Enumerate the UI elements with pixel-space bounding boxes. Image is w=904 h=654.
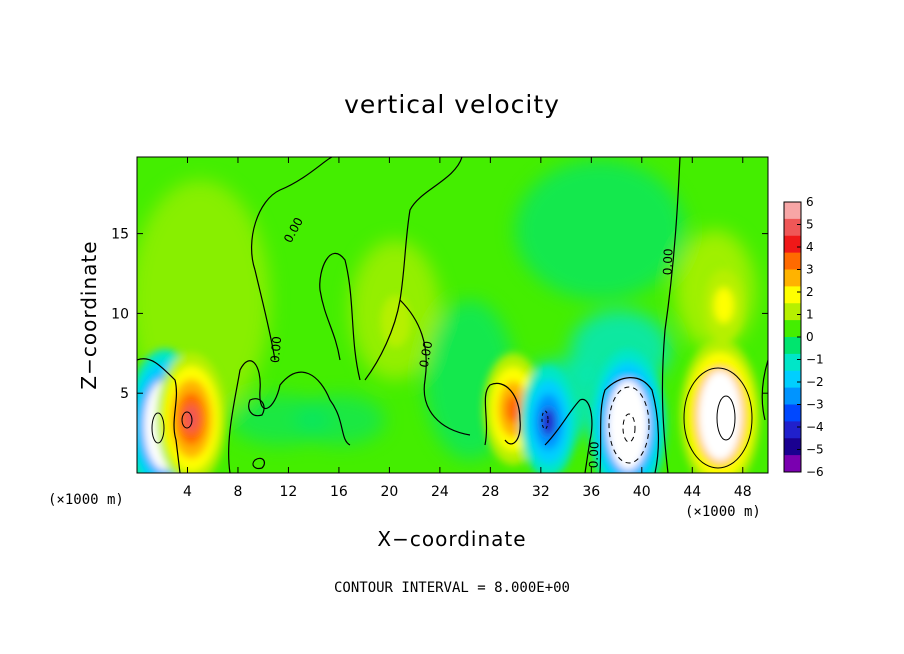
colorbar-swatch — [784, 404, 801, 422]
colorbar-tick-label: −4 — [806, 420, 824, 434]
updraft-cell — [703, 269, 744, 342]
contour-interval-note: CONTOUR INTERVAL = 8.000E+00 — [334, 580, 570, 596]
x-tick-label: 20 — [380, 484, 398, 500]
colorbar-swatch — [784, 353, 801, 372]
x-tick-label: 32 — [532, 484, 550, 500]
contour-line — [544, 398, 593, 473]
x-tick-label: 16 — [330, 484, 348, 500]
updraft-core — [698, 369, 743, 462]
colorbar-swatch — [784, 455, 801, 473]
x-unit-label-left: (×1000 m) — [48, 492, 124, 508]
interior-contours — [151, 367, 753, 469]
contour-line — [716, 395, 736, 441]
velocity-field: 0.000.00 0.000.000.00 — [137, 157, 768, 473]
colorbar-tick-label: 4 — [806, 240, 814, 254]
contour-line — [248, 398, 265, 417]
colorbar-swatch — [784, 320, 801, 338]
contour-label: 0.00 — [587, 441, 602, 468]
x-tick-label: 48 — [734, 484, 752, 500]
updraft-level — [713, 287, 734, 324]
contour-line — [683, 367, 753, 469]
updraft-cell — [680, 339, 761, 473]
contour-line — [364, 157, 463, 381]
colorbar-tick-label: 6 — [806, 195, 814, 209]
colorbar-swatch — [784, 252, 801, 270]
colorbar-swatch — [784, 370, 801, 389]
x-tick-label: 36 — [582, 484, 600, 500]
x-tick-label: 12 — [280, 484, 298, 500]
colorbar-tick-label: −5 — [806, 443, 824, 457]
x-tick-label: 40 — [633, 484, 651, 500]
y-axis-title: Z−coordinate — [77, 240, 101, 389]
contour-label: 0.00 — [417, 340, 435, 369]
colorbar-tick-label: 0 — [806, 330, 814, 344]
updraft-level — [380, 295, 411, 348]
contour-line — [151, 412, 165, 444]
colorbar-tick-label: −6 — [806, 465, 824, 479]
colorbar-swatch — [784, 337, 801, 355]
x-tick-label: 4 — [183, 484, 192, 500]
x-unit-label-right: (×1000 m) — [685, 504, 761, 520]
contour-label: 0.00 — [268, 336, 284, 364]
contour-line — [251, 157, 333, 271]
x-tick-label: 8 — [233, 484, 242, 500]
downdraft-cell — [589, 349, 666, 473]
x-tick-label: 24 — [431, 484, 449, 500]
contour-line — [541, 410, 549, 430]
contour-line — [137, 358, 181, 473]
colorbar-tick-label: 1 — [806, 308, 814, 322]
x-tick-label: 44 — [683, 484, 701, 500]
contour-line — [252, 457, 266, 470]
contour-line — [599, 377, 660, 473]
zero-contours — [137, 157, 768, 473]
colorbar-swatch — [784, 269, 801, 287]
colorbar-tick-label: 5 — [806, 218, 814, 232]
colorbar-swatch — [784, 218, 801, 237]
contour-line — [254, 269, 276, 361]
colorbar-tick-label: −3 — [806, 398, 824, 412]
updraft-cell — [156, 352, 227, 473]
colorbar-tick-label: 3 — [806, 263, 814, 277]
contour-label: 0.00 — [661, 248, 676, 275]
y-tick-label: 15 — [111, 227, 129, 243]
colorbar-swatch — [784, 421, 801, 439]
contour-line — [319, 252, 361, 381]
plot-frame — [136, 156, 769, 474]
colorbar-tick-label: −1 — [806, 353, 824, 367]
chart-title: vertical velocity — [344, 90, 560, 119]
x-tick-label: 28 — [481, 484, 499, 500]
updraft-level — [505, 395, 521, 424]
colorbar-swatch — [784, 286, 801, 304]
contour-line — [399, 299, 471, 436]
y-tick-label: 5 — [120, 386, 129, 402]
contour-line — [181, 411, 193, 429]
colorbar-tick-label: 2 — [806, 285, 814, 299]
contour-line — [608, 386, 650, 464]
contour-line — [484, 382, 521, 446]
colorbar-swatch — [784, 438, 801, 456]
downdraft-core — [607, 379, 649, 471]
x-axis-title: X−coordinate — [377, 527, 526, 551]
colorbar-swatch — [784, 387, 801, 405]
contour-line — [622, 413, 636, 443]
updraft-cell — [380, 295, 411, 348]
colorbar-swatch — [784, 202, 801, 220]
colorbar-swatch — [784, 235, 801, 254]
contour-line — [661, 157, 681, 473]
contour-line — [761, 359, 768, 421]
y-tick-label: 10 — [111, 306, 129, 322]
colorbar-tick-label: −2 — [806, 375, 824, 389]
colorbar: 6 5 4 3 2 1 0 −1 −2 −3 −4 −5 −6 — [783, 195, 824, 479]
colorbar-swatch — [784, 303, 801, 321]
